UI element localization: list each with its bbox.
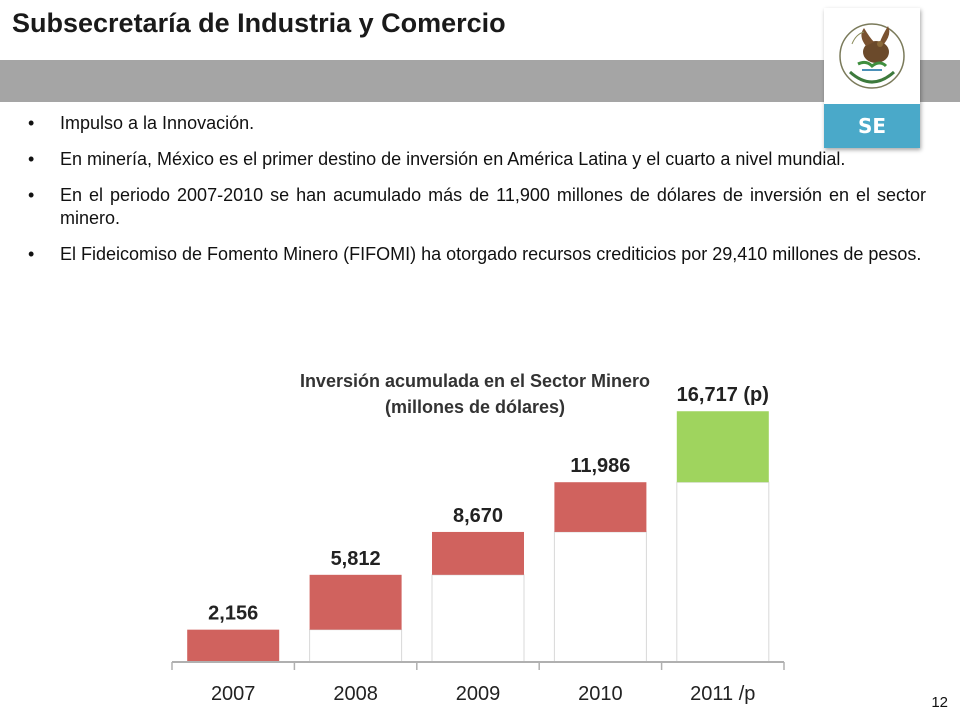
- x-tick-label: 2010: [578, 683, 623, 705]
- bullet-item: • El Fideicomiso de Fomento Minero (FIFOM…: [28, 243, 926, 266]
- x-tick-label: 2008: [333, 683, 378, 705]
- bar: [187, 629, 280, 662]
- bar-base: [553, 531, 647, 663]
- data-label: 5,812: [331, 548, 381, 570]
- bullet-text: En minería, México es el primer destino …: [60, 149, 846, 169]
- bullet-dot: •: [28, 185, 35, 205]
- x-tick-label: 2011 /p: [690, 683, 755, 705]
- chart-title-line1: Inversión acumulada en el Sector Minero: [299, 371, 651, 391]
- se-badge: SE: [824, 104, 920, 148]
- data-label: 2,156: [208, 603, 258, 625]
- data-label: 16,717 (p): [677, 384, 769, 406]
- x-tick-label: 2009: [456, 683, 501, 705]
- page-title: Subsecretaría de Industria y Comercio: [12, 8, 506, 38]
- bullet-list: • Impulso a la Innovación. • En minería, M…: [28, 112, 926, 279]
- bullet-dot: •: [28, 149, 35, 169]
- mexican-coat-of-arms-icon: [839, 23, 905, 89]
- data-label: 8,670: [453, 505, 503, 527]
- se-logo: SE: [824, 8, 920, 148]
- bar-base: [676, 481, 770, 663]
- data-label: 11,986: [570, 455, 630, 477]
- bullet-item: • En minería, México es el primer destino…: [28, 148, 926, 171]
- bar: [554, 482, 647, 532]
- bullet-item: • Impulso a la Innovación.: [28, 112, 926, 135]
- header-bar: [0, 60, 960, 102]
- bar: [432, 531, 524, 575]
- bullet-text: Impulso a la Innovación.: [60, 113, 255, 133]
- bullet-item: • En el periodo 2007-2010 se han acumulad…: [28, 184, 926, 230]
- chart-title: Inversión acumulada en el Sector Minero …: [170, 368, 780, 420]
- bullet-dot: •: [28, 113, 35, 133]
- x-tick-label: 2007: [211, 683, 256, 705]
- bullet-text: En el periodo 2007-2010 se han acumulado…: [60, 185, 926, 228]
- page-number: 12: [931, 694, 948, 711]
- chart-title-line2: (millones de dólares): [384, 397, 566, 417]
- bullet-dot: •: [28, 244, 35, 264]
- bullet-text: El Fideicomiso de Fomento Minero (FIFOMI…: [60, 244, 922, 264]
- bar-base: [431, 574, 525, 663]
- bar: [676, 411, 769, 483]
- bar: [309, 574, 402, 630]
- bar-base: [309, 629, 403, 663]
